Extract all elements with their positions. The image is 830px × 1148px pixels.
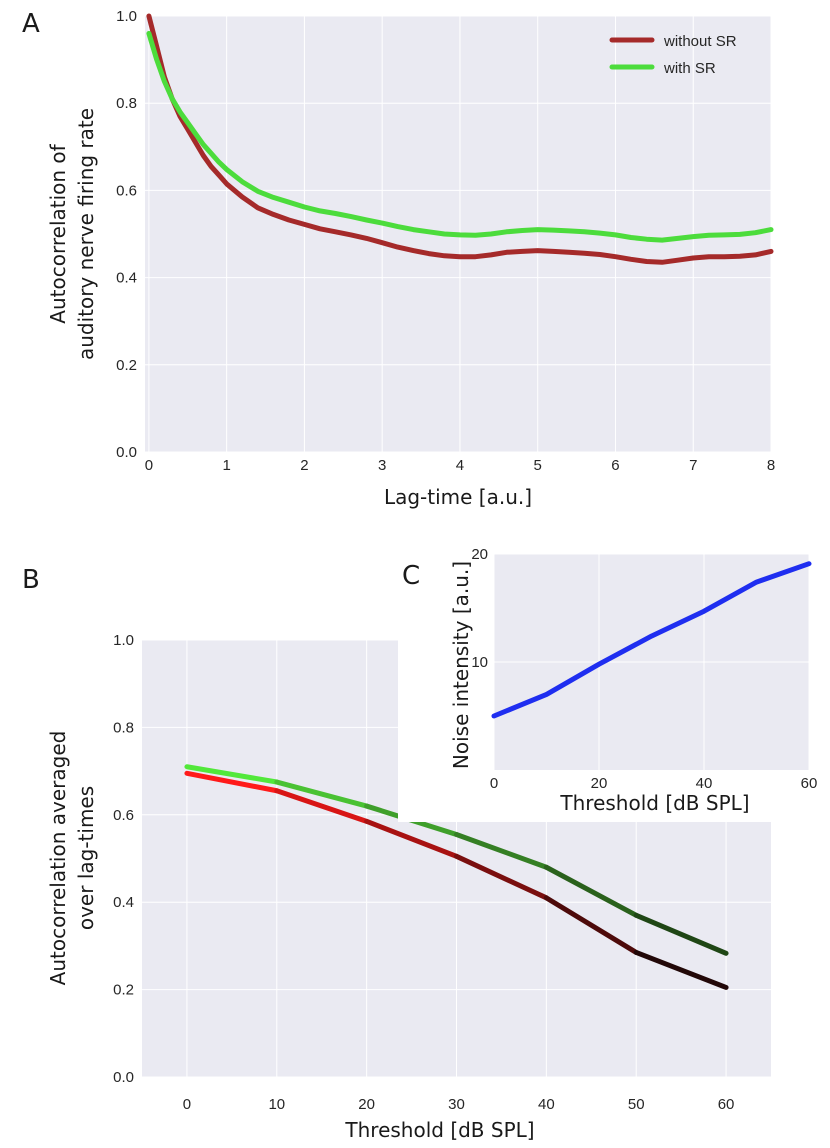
x-tick-label: 50 bbox=[628, 1096, 645, 1113]
panel-label-c: C bbox=[402, 561, 420, 591]
y-axis-label-a-line1: Autocorrelation of bbox=[46, 143, 70, 323]
line-without-sr-segment bbox=[454, 853, 549, 901]
y-tick-labels-b: 0.0 0.2 0.4 0.6 0.8 1.0 bbox=[113, 632, 134, 1086]
x-tick-label: 20 bbox=[591, 775, 608, 792]
x-tick-label: 10 bbox=[268, 1096, 285, 1113]
x-tick-label: 3 bbox=[378, 457, 386, 474]
y-tick-label: 1.0 bbox=[113, 632, 134, 649]
legend-a: without SR with SR bbox=[609, 33, 737, 77]
line-noise-intensity bbox=[491, 561, 812, 719]
y-axis-label-a-line2: auditory nerve firing rate bbox=[74, 108, 98, 360]
x-tick-labels-b: 0 10 20 30 40 50 60 bbox=[183, 1096, 735, 1113]
x-tick-label: 60 bbox=[801, 775, 818, 792]
y-axis-label-b: Autocorrelation averaged over lag-times bbox=[46, 731, 98, 986]
line-with-sr-segment bbox=[454, 831, 549, 870]
x-tick-label: 7 bbox=[689, 457, 697, 474]
x-tick-labels-a: 0 1 2 3 4 5 6 7 8 bbox=[145, 457, 775, 474]
y-tick-label: 0.6 bbox=[113, 807, 134, 824]
line-without-sr-segment bbox=[633, 949, 729, 990]
line-without-sr-segment bbox=[364, 818, 459, 859]
x-tick-label: 1 bbox=[222, 457, 230, 474]
x-axis-label-a: Lag-time [a.u.] bbox=[384, 485, 532, 509]
y-tick-labels-c: 10 20 bbox=[471, 546, 488, 671]
x-axis-label-b: Threshold [dB SPL] bbox=[344, 1118, 534, 1142]
x-tick-label: 6 bbox=[611, 457, 619, 474]
y-tick-label: 0.0 bbox=[116, 444, 137, 461]
y-tick-label: 0.2 bbox=[116, 357, 137, 374]
panel-a: A 0 1 2 3 4 5 6 7 8 0.0 0.2 0.4 0.6 0.8 1.0 Lag-time … bbox=[22, 8, 775, 509]
line-with-sr-segment bbox=[543, 864, 639, 918]
x-tick-label: 5 bbox=[534, 457, 542, 474]
x-tick-label: 0 bbox=[490, 775, 498, 792]
y-tick-label: 1.0 bbox=[116, 8, 137, 25]
y-tick-label: 0.0 bbox=[113, 1069, 134, 1086]
x-tick-label: 8 bbox=[767, 457, 775, 474]
y-tick-label: 10 bbox=[471, 654, 488, 671]
y-tick-label: 0.8 bbox=[116, 95, 137, 112]
line-without-sr bbox=[146, 13, 774, 265]
series-lines-b bbox=[184, 764, 729, 990]
y-axis-label-a: Autocorrelation of auditory nerve firing… bbox=[46, 108, 98, 360]
panel-c: C 0 20 40 60 10 20 Threshold [dB SPL] Noise … bbox=[398, 546, 817, 822]
x-tick-label: 60 bbox=[718, 1096, 735, 1113]
y-tick-labels-a: 0.0 0.2 0.4 0.6 0.8 1.0 bbox=[116, 8, 137, 461]
x-tick-label: 4 bbox=[456, 457, 464, 474]
y-tick-label: 0.6 bbox=[116, 182, 137, 199]
line-without-sr-segment bbox=[274, 788, 370, 824]
line-with-sr-segment bbox=[274, 779, 370, 809]
series-lines-c bbox=[491, 561, 812, 719]
x-tick-label: 2 bbox=[300, 457, 308, 474]
y-tick-label: 0.4 bbox=[113, 894, 134, 911]
line-with-sr-segment bbox=[184, 764, 280, 785]
y-axis-label-b-line1: Autocorrelation averaged bbox=[46, 731, 70, 986]
panel-label-b: B bbox=[22, 565, 40, 595]
y-axis-label-b-line2: over lag-times bbox=[74, 786, 98, 930]
x-tick-label: 20 bbox=[358, 1096, 375, 1113]
x-axis-label-c: Threshold [dB SPL] bbox=[559, 791, 749, 815]
panel-label-a: A bbox=[22, 9, 40, 39]
legend-label-without-sr: without SR bbox=[663, 33, 737, 50]
y-tick-label: 0.2 bbox=[113, 982, 134, 999]
gridlines-a bbox=[145, 15, 772, 453]
x-tick-labels-c: 0 20 40 60 bbox=[490, 775, 818, 792]
x-tick-label: 40 bbox=[696, 775, 713, 792]
x-tick-label: 0 bbox=[145, 457, 153, 474]
line-with-sr-segment bbox=[633, 912, 729, 956]
line-without-sr-segment bbox=[543, 895, 639, 955]
legend-label-with-sr: with SR bbox=[663, 60, 716, 77]
y-tick-label: 0.8 bbox=[113, 719, 134, 736]
y-axis-label-c: Noise intensity [a.u.] bbox=[449, 561, 473, 769]
line-with-sr bbox=[146, 30, 774, 243]
x-tick-label: 40 bbox=[538, 1096, 555, 1113]
y-tick-label: 0.4 bbox=[116, 270, 137, 287]
y-tick-label: 20 bbox=[471, 546, 488, 563]
x-tick-label: 30 bbox=[448, 1096, 465, 1113]
line-without-sr-segment bbox=[184, 770, 280, 794]
x-tick-label: 0 bbox=[183, 1096, 191, 1113]
series-lines-a bbox=[146, 13, 774, 265]
